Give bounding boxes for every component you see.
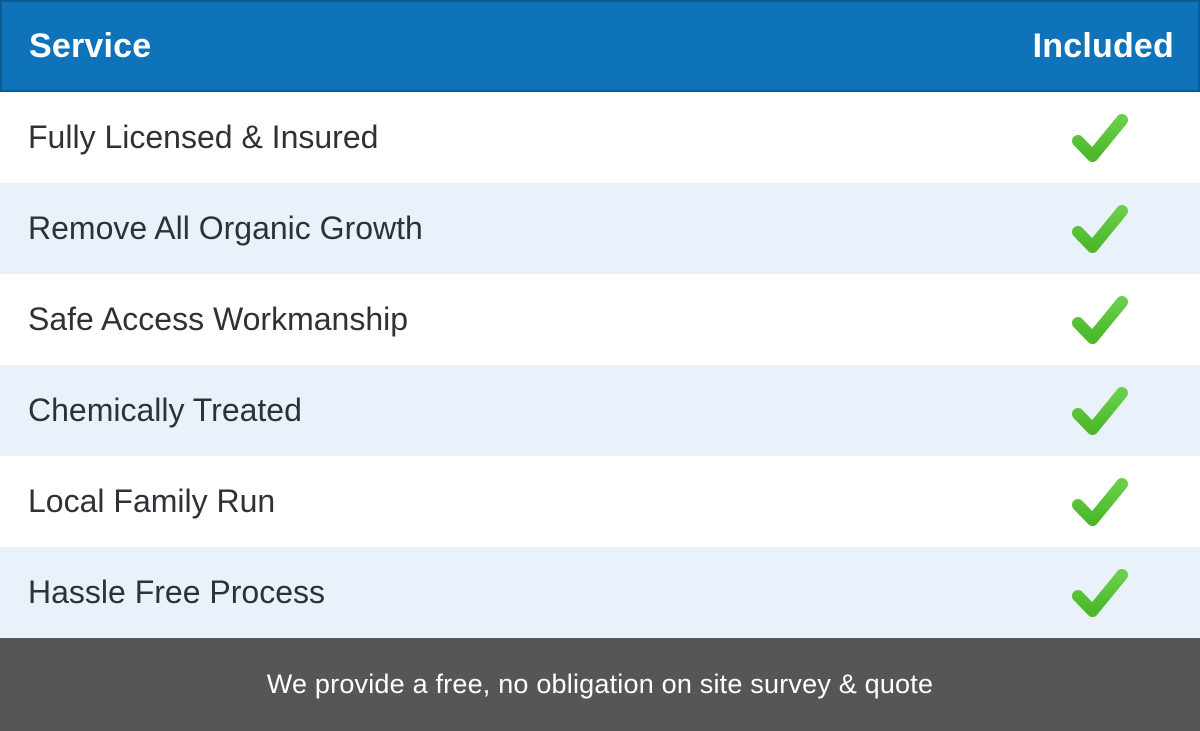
footer-note: We provide a free, no obligation on site… — [266, 669, 934, 699]
table-header-row: Service Included — [0, 0, 1200, 92]
check-icon — [1000, 385, 1200, 437]
check-icon — [1000, 294, 1200, 346]
service-label: Fully Licensed & Insured — [28, 119, 379, 155]
table-row: Chemically Treated — [0, 365, 1200, 456]
check-icon — [1000, 203, 1200, 255]
table-row: Local Family Run — [0, 456, 1200, 547]
service-label: Hassle Free Process — [28, 574, 325, 610]
service-label: Chemically Treated — [28, 392, 302, 428]
header-service-label: Service — [29, 26, 152, 65]
check-icon — [1000, 567, 1200, 619]
table-row: Hassle Free Process — [0, 547, 1200, 638]
check-icon — [1000, 476, 1200, 528]
table-row: Remove All Organic Growth — [0, 183, 1200, 274]
service-label: Local Family Run — [28, 483, 276, 519]
table-row: Fully Licensed & Insured — [0, 92, 1200, 183]
footer-banner: We provide a free, no obligation on site… — [0, 638, 1200, 731]
service-label: Remove All Organic Growth — [28, 210, 423, 246]
header-included-label: Included — [1032, 26, 1174, 65]
service-label: Safe Access Workmanship — [28, 301, 409, 337]
table-body: Fully Licensed & Insured Remove All Orga… — [0, 92, 1200, 638]
check-icon — [1000, 112, 1200, 164]
table-row: Safe Access Workmanship — [0, 274, 1200, 365]
